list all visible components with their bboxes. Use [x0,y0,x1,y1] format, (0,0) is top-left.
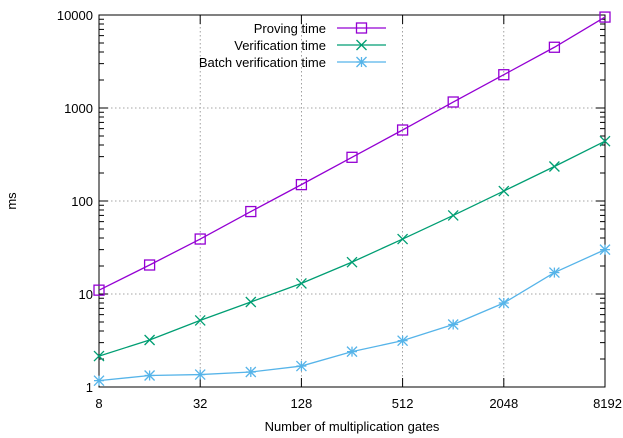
data-point [548,267,560,279]
data-point [397,233,409,245]
data-point [245,296,257,308]
data-point [498,69,510,81]
data-point [599,135,611,147]
data-point [245,205,257,218]
x-tick-label: 512 [392,396,414,411]
data-point [447,319,459,330]
data-point [346,151,358,163]
y-tick-label: 10 [79,287,93,302]
data-point [144,370,156,381]
series-1 [93,135,611,362]
data-point [498,297,510,309]
legend-marker [355,22,368,34]
legend-entry: Proving time [254,21,386,36]
data-point [194,233,206,245]
legend-label: Batch verification time [199,55,326,70]
data-point [93,284,105,296]
y-axis-label: ms [4,192,19,210]
x-tick-label: 2048 [489,396,518,411]
data-point [93,350,105,362]
y-tick-label: 10000 [57,8,93,23]
data-point [194,369,206,381]
series-0 [93,11,611,296]
y-tick-label: 1000 [64,101,93,116]
x-tick-label: 8 [95,396,102,411]
data-point [143,259,156,271]
data-point [396,124,409,136]
series-line [98,249,606,382]
legend-entry: Batch verification time [199,55,386,70]
data-point [397,335,409,347]
data-point [295,360,307,372]
data-point [548,41,561,53]
data-point [346,346,358,358]
data-point [447,96,459,108]
x-tick-label: 32 [193,396,207,411]
data-point [295,277,307,289]
legend-label: Proving time [254,21,326,36]
data-point [346,256,358,268]
data-point [295,178,308,191]
data-point [599,11,611,23]
data-point [194,314,206,326]
data-point [93,375,105,387]
data-point [144,334,156,346]
y-tick-label: 100 [71,194,93,209]
ticks: 1 10 100 1000 10000 8 32 128 512 2048 8192 [57,8,622,411]
grid [99,15,605,387]
x-tick-label: 128 [291,396,313,411]
legend-entry: Verification time [234,38,386,53]
data-point [447,209,459,221]
data-point [599,244,611,256]
series-2 [93,244,611,387]
x-axis-label: Number of multiplication gates [265,419,440,434]
legend-label: Verification time [234,38,326,53]
data-point [245,366,257,378]
legend-marker [356,56,367,68]
data-point [548,161,560,172]
data-point [498,185,510,197]
series-line [98,140,606,357]
x-tick-label: 8192 [593,396,622,411]
series [93,11,611,387]
legend-marker [356,39,367,51]
series-line [98,16,606,291]
y-tick-label: 1 [86,380,93,395]
legend: Proving time Verification time Batch verif… [199,21,386,70]
